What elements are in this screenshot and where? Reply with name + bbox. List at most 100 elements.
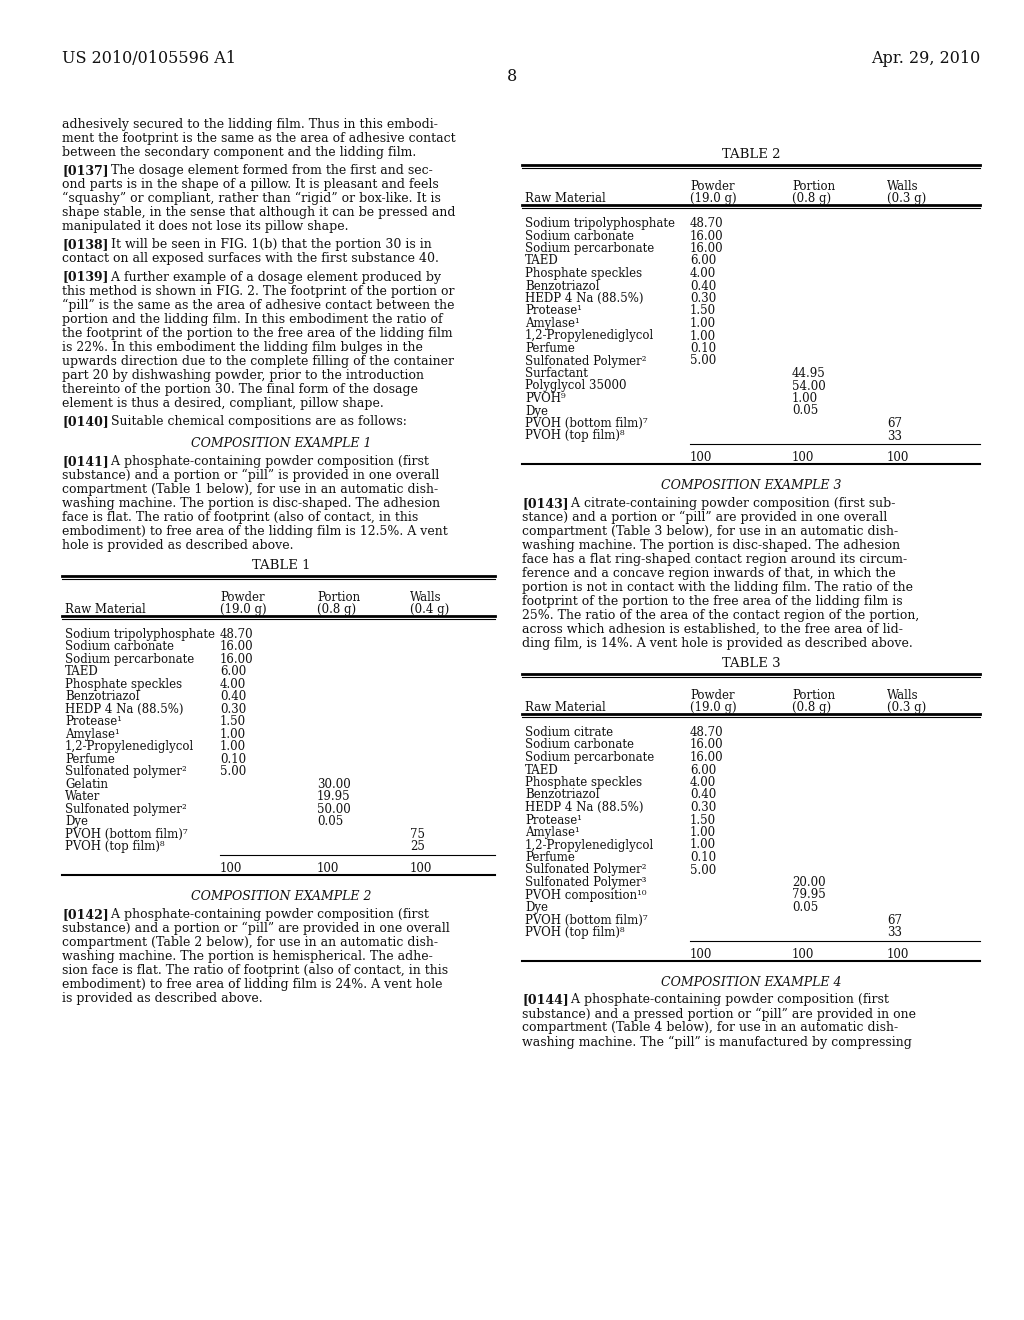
- Text: [0142]: [0142]: [62, 908, 109, 921]
- Text: 16.00: 16.00: [220, 640, 254, 653]
- Text: Protease¹: Protease¹: [525, 305, 582, 318]
- Text: Phosphate speckles: Phosphate speckles: [525, 776, 642, 789]
- Text: 1.00: 1.00: [690, 838, 716, 851]
- Text: ment the footprint is the same as the area of adhesive contact: ment the footprint is the same as the ar…: [62, 132, 456, 145]
- Text: PVOH (top film)⁸: PVOH (top film)⁸: [65, 841, 165, 853]
- Text: Sodium percarbonate: Sodium percarbonate: [525, 751, 654, 764]
- Text: ond parts is in the shape of a pillow. It is pleasant and feels: ond parts is in the shape of a pillow. I…: [62, 178, 438, 191]
- Text: The dosage element formed from the first and sec-: The dosage element formed from the first…: [95, 164, 433, 177]
- Text: washing machine. The “pill” is manufactured by compressing: washing machine. The “pill” is manufactu…: [522, 1035, 912, 1048]
- Text: portion is not in contact with the lidding film. The ratio of the: portion is not in contact with the liddi…: [522, 581, 913, 594]
- Text: Suitable chemical compositions are as follows:: Suitable chemical compositions are as fo…: [95, 414, 408, 428]
- Text: embodiment) to free area of the lidding film is 12.5%. A vent: embodiment) to free area of the lidding …: [62, 525, 447, 537]
- Text: between the secondary component and the lidding film.: between the secondary component and the …: [62, 147, 416, 158]
- Text: 6.00: 6.00: [220, 665, 246, 678]
- Text: 100: 100: [410, 862, 432, 875]
- Text: 16.00: 16.00: [220, 653, 254, 665]
- Text: 0.30: 0.30: [690, 801, 716, 814]
- Text: 16.00: 16.00: [690, 751, 724, 764]
- Text: portion and the lidding film. In this embodiment the ratio of: portion and the lidding film. In this em…: [62, 313, 442, 326]
- Text: is 22%. In this embodiment the lidding film bulges in the: is 22%. In this embodiment the lidding f…: [62, 341, 423, 354]
- Text: A further example of a dosage element produced by: A further example of a dosage element pr…: [95, 271, 441, 284]
- Text: TABLE 3: TABLE 3: [722, 657, 780, 671]
- Text: Sulfonated Polymer²: Sulfonated Polymer²: [525, 863, 646, 876]
- Text: 48.70: 48.70: [690, 726, 724, 739]
- Text: Dye: Dye: [525, 404, 548, 417]
- Text: footprint of the portion to the free area of the lidding film is: footprint of the portion to the free are…: [522, 595, 902, 609]
- Text: Benzotriazol: Benzotriazol: [525, 788, 599, 801]
- Text: 25%. The ratio of the area of the contact region of the portion,: 25%. The ratio of the area of the contac…: [522, 609, 920, 622]
- Text: 1.50: 1.50: [220, 715, 246, 729]
- Text: Protease¹: Protease¹: [65, 715, 122, 729]
- Text: (0.3 g): (0.3 g): [887, 191, 927, 205]
- Text: substance) and a pressed portion or “pill” are provided in one: substance) and a pressed portion or “pil…: [522, 1007, 916, 1020]
- Text: PVOH (bottom film)⁷: PVOH (bottom film)⁷: [525, 417, 647, 430]
- Text: 16.00: 16.00: [690, 738, 724, 751]
- Text: [0138]: [0138]: [62, 239, 109, 251]
- Text: Sodium tripolyphosphate: Sodium tripolyphosphate: [525, 216, 675, 230]
- Text: 16.00: 16.00: [690, 242, 724, 255]
- Text: Sodium carbonate: Sodium carbonate: [65, 640, 174, 653]
- Text: 0.10: 0.10: [690, 851, 716, 865]
- Text: sion face is flat. The ratio of footprint (also of contact, in this: sion face is flat. The ratio of footprin…: [62, 964, 449, 977]
- Text: PVOH⁹: PVOH⁹: [525, 392, 565, 405]
- Text: [0140]: [0140]: [62, 414, 109, 428]
- Text: (0.3 g): (0.3 g): [887, 701, 927, 714]
- Text: (0.4 g): (0.4 g): [410, 603, 450, 616]
- Text: PVOH composition¹⁰: PVOH composition¹⁰: [525, 888, 646, 902]
- Text: 0.30: 0.30: [220, 702, 246, 715]
- Text: 1,2-Propylenediglycol: 1,2-Propylenediglycol: [65, 741, 195, 754]
- Text: 0.10: 0.10: [220, 752, 246, 766]
- Text: Surfactant: Surfactant: [525, 367, 588, 380]
- Text: 1.50: 1.50: [690, 305, 716, 318]
- Text: manipulated it does not lose its pillow shape.: manipulated it does not lose its pillow …: [62, 220, 348, 234]
- Text: Sodium percarbonate: Sodium percarbonate: [65, 653, 195, 665]
- Text: 4.00: 4.00: [690, 267, 716, 280]
- Text: 100: 100: [887, 948, 909, 961]
- Text: Portion: Portion: [317, 591, 360, 603]
- Text: (0.8 g): (0.8 g): [317, 603, 356, 616]
- Text: Walls: Walls: [887, 689, 919, 702]
- Text: 1,2-Propylenediglycol: 1,2-Propylenediglycol: [525, 330, 654, 342]
- Text: A phosphate-containing powder composition (first: A phosphate-containing powder compositio…: [95, 455, 429, 467]
- Text: A phosphate-containing powder composition (first: A phosphate-containing powder compositio…: [95, 908, 429, 921]
- Text: 1.00: 1.00: [690, 317, 716, 330]
- Text: 0.40: 0.40: [690, 280, 716, 293]
- Text: Sulfonated Polymer³: Sulfonated Polymer³: [525, 876, 646, 888]
- Text: 33: 33: [887, 429, 902, 442]
- Text: (19.0 g): (19.0 g): [220, 603, 266, 616]
- Text: A citrate-containing powder composition (first sub-: A citrate-containing powder composition …: [555, 498, 896, 510]
- Text: washing machine. The portion is disc-shaped. The adhesion: washing machine. The portion is disc-sha…: [522, 539, 900, 552]
- Text: ference and a concave region inwards of that, in which the: ference and a concave region inwards of …: [522, 568, 896, 579]
- Text: washing machine. The portion is disc-shaped. The adhesion: washing machine. The portion is disc-sha…: [62, 496, 440, 510]
- Text: 100: 100: [887, 451, 909, 465]
- Text: 4.00: 4.00: [220, 677, 246, 690]
- Text: upwards direction due to the complete filling of the container: upwards direction due to the complete fi…: [62, 355, 454, 367]
- Text: Portion: Portion: [792, 689, 836, 702]
- Text: part 20 by dishwashing powder, prior to the introduction: part 20 by dishwashing powder, prior to …: [62, 368, 424, 381]
- Text: across which adhesion is established, to the free area of lid-: across which adhesion is established, to…: [522, 623, 903, 636]
- Text: 44.95: 44.95: [792, 367, 825, 380]
- Text: element is thus a desired, compliant, pillow shape.: element is thus a desired, compliant, pi…: [62, 396, 384, 409]
- Text: 0.40: 0.40: [690, 788, 716, 801]
- Text: 0.10: 0.10: [690, 342, 716, 355]
- Text: Walls: Walls: [887, 180, 919, 193]
- Text: stance) and a portion or “pill” are provided in one overall: stance) and a portion or “pill” are prov…: [522, 511, 887, 524]
- Text: face has a flat ring-shaped contact region around its circum-: face has a flat ring-shaped contact regi…: [522, 553, 907, 566]
- Text: is provided as described above.: is provided as described above.: [62, 991, 262, 1005]
- Text: face is flat. The ratio of footprint (also of contact, in this: face is flat. The ratio of footprint (al…: [62, 511, 418, 524]
- Text: substance) and a portion or “pill” is provided in one overall: substance) and a portion or “pill” is pr…: [62, 469, 439, 482]
- Text: Walls: Walls: [410, 591, 441, 603]
- Text: 100: 100: [220, 862, 243, 875]
- Text: 100: 100: [317, 862, 339, 875]
- Text: Sulfonated polymer²: Sulfonated polymer²: [65, 766, 186, 779]
- Text: 1.00: 1.00: [690, 330, 716, 342]
- Text: 67: 67: [887, 417, 902, 430]
- Text: 1.50: 1.50: [690, 813, 716, 826]
- Text: 1.00: 1.00: [792, 392, 818, 405]
- Text: 1,2-Propylenediglycol: 1,2-Propylenediglycol: [525, 838, 654, 851]
- Text: 0.30: 0.30: [690, 292, 716, 305]
- Text: 30.00: 30.00: [317, 777, 351, 791]
- Text: Phosphate speckles: Phosphate speckles: [525, 267, 642, 280]
- Text: HEDP 4 Na (88.5%): HEDP 4 Na (88.5%): [525, 292, 643, 305]
